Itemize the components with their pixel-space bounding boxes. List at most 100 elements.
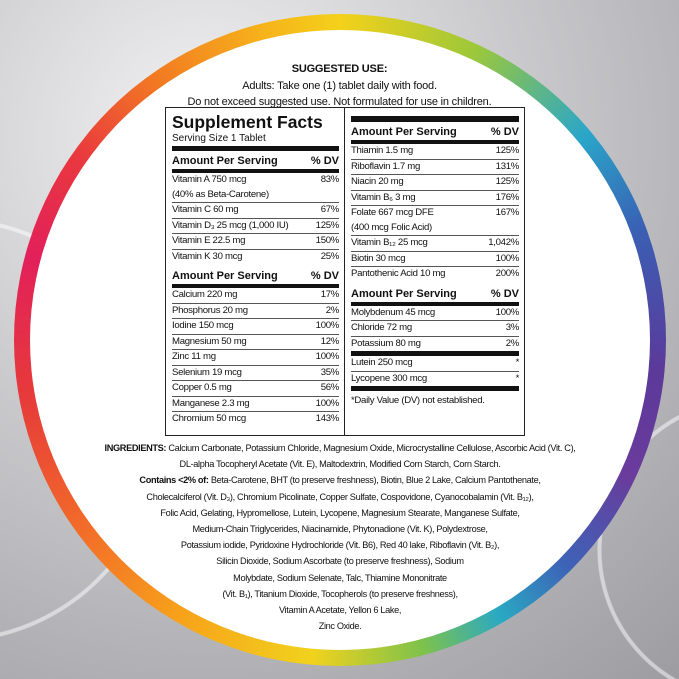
- facts-left-column: Supplement Facts Serving Size 1 Tablet A…: [166, 108, 345, 435]
- ingredients-line: Molybdate, Sodium Selenate, Talc, Thiami…: [233, 572, 447, 583]
- nutrient-name: Potassium 80 mg: [351, 337, 421, 349]
- nutrient-name: Molybdenum 45 mcg: [351, 306, 435, 318]
- dv-footnote: *Daily Value (DV) not established.: [351, 395, 485, 406]
- nutrient-name: Vitamin K 30 mcg: [172, 250, 243, 262]
- suggested-use-line: Adults: Take one (1) tablet daily with f…: [242, 80, 437, 92]
- amount-header: Amount Per Serving: [351, 126, 457, 138]
- nutrient-dv: 56%: [320, 382, 340, 393]
- nutrient-row: Molybdenum 45 mcg 100%: [351, 306, 520, 321]
- minerals-section: Calcium 220 mg 17% Phosphorus 20 mg 2% Iodin…: [172, 288, 339, 427]
- ingredients-line: Cholecalciferol (Vit. D₃), Chromium Pico…: [146, 491, 534, 502]
- nutrient-dv: 100%: [495, 252, 520, 264]
- ingredients-line: (Vit. B₁), Titanium Dioxide, Tocopherols…: [222, 588, 458, 599]
- nutrient-dv: 2%: [325, 304, 340, 316]
- nutrient-name: Iodine 150 mcg: [172, 320, 234, 331]
- nutrient-row: Vitamin E 22.5 mg 150%: [172, 234, 339, 250]
- nutrient-row: Thiamin 1.5 mg 125%: [351, 144, 519, 160]
- facts-title: Supplement Facts: [172, 112, 323, 132]
- amount-header: Amount Per Serving: [172, 155, 278, 167]
- nutrient-name: Lycopene 300 mcg: [351, 372, 427, 384]
- nutrient-row: Vitamin K 30 mcg 25%: [172, 250, 339, 265]
- nutrient-row: Magnesium 50 mg 12%: [172, 335, 340, 350]
- ingredients-line: DL-alpha Tocopheryl Acetate (Vit. E), Ma…: [179, 459, 501, 470]
- nutrient-name: Chromium 50 mcg: [172, 413, 246, 424]
- nutrient-name: Calcium 220 mg: [172, 289, 238, 300]
- nutrient-name: Lutein 250 mcg: [351, 357, 413, 368]
- nutrient-row: Phosphorus 20 mg 2%: [172, 304, 340, 319]
- nutrient-row: Niacin 20 mg 125%: [351, 175, 519, 191]
- nutrient-row: Lycopene 300 mcg *: [351, 372, 519, 387]
- nutrient-name: Vitamin D₃ 25 mcg (1,000 IU): [172, 219, 289, 231]
- contains-label: Contains <2% of:: [139, 475, 209, 486]
- nutrient-name: Chloride 72 mg: [351, 322, 412, 333]
- nutrient-dv: 1,042%: [488, 237, 519, 248]
- dv-header: % DV: [310, 155, 339, 167]
- nutrient-dv: 25%: [320, 250, 340, 262]
- nutrient-dv: 167%: [495, 207, 520, 218]
- nutrient-dv: 3%: [505, 322, 520, 333]
- nutrient-row: Manganese 2.3 mg 100%: [172, 397, 340, 412]
- nutrient-name: Vitamin A 750 mcg (40% as Beta-Carotene): [172, 174, 269, 200]
- nutrient-name: Riboflavin 1.7 mg: [351, 160, 421, 172]
- nutrient-name: Manganese 2.3 mg: [172, 397, 250, 409]
- vitamins-section: Vitamin A 750 mcg (40% as Beta-Carotene)…: [172, 173, 339, 264]
- ingredients-label: INGREDIENTS:: [104, 443, 167, 453]
- ingredients-line: Silicin Dioxide, Sodium Ascorbate (to pr…: [216, 556, 464, 567]
- nutrient-row: Folate 667 mcg DFE (400 mcg Folic Acid) 1…: [351, 206, 519, 236]
- nutrient-dv: 125%: [495, 176, 520, 187]
- ingredients-line: Vitamin A Acetate, Yellon 6 Lake,: [278, 605, 402, 616]
- nutrient-name: Magnesium 50 mg: [172, 335, 247, 347]
- suggested-use-line: Do not exceed suggested use. Not formula…: [187, 96, 492, 108]
- nutrient-dv: 2%: [505, 337, 520, 349]
- nutrient-row: Calcium 220 mg 17%: [172, 288, 339, 304]
- nutrient-dv: 131%: [495, 160, 520, 172]
- nutrient-row: Chromium 50 mcg 143%: [172, 412, 339, 427]
- nutrient-row: Potassium 80 mg 2%: [351, 337, 519, 352]
- nutrient-dv: 35%: [320, 366, 340, 378]
- nutrient-row: Vitamin A 750 mcg (40% as Beta-Carotene)…: [172, 173, 339, 203]
- nutrient-name: Niacin 20 mg: [351, 176, 404, 187]
- ingredients-line: INGREDIENTS: Calcium Carbonate, Potassiu…: [95, 440, 585, 456]
- nutrient-dv: 176%: [495, 191, 520, 203]
- nutrient-dv: 100%: [315, 351, 340, 362]
- nutrient-row: Biotin 30 mcg 100%: [351, 252, 520, 267]
- nutrient-dv: 67%: [320, 204, 340, 215]
- nutrient-dv: 100%: [495, 306, 520, 318]
- ingredients-line: Potassium iodide, Pyridoxine Hydrochlori…: [180, 540, 500, 551]
- serving-size: Serving Size 1 Tablet: [172, 133, 339, 151]
- divider: [351, 386, 519, 391]
- facts-right-column: Amount Per Serving % DV Thiamin 1.5 mg 125…: [345, 108, 524, 435]
- nutrient-name: Biotin 30 mcg: [351, 252, 406, 264]
- ingredients-line: Zinc Oxide.: [318, 621, 362, 632]
- nutrient-row: Iodine 150 mcg 100%: [172, 319, 339, 335]
- nutrient-dv: 125%: [495, 145, 520, 156]
- amount-header: Amount Per Serving: [172, 270, 278, 282]
- ingredients-line: Medium-Chain Triglycerides, Niacinamide,…: [192, 524, 488, 535]
- nutrient-dv: 100%: [315, 397, 340, 409]
- section-header: Amount Per Serving % DV: [172, 153, 339, 173]
- b-vitamins-section: Thiamin 1.5 mg 125% Riboflavin 1.7 mg 131% N…: [351, 144, 519, 282]
- nutrient-name: Thiamin 1.5 mg: [351, 145, 413, 156]
- nutrient-name: Vitamin C 60 mg: [172, 204, 239, 215]
- nutrient-dv: 12%: [320, 335, 340, 347]
- nutrient-name: Pantothenic Acid 10 mg: [351, 268, 446, 279]
- dv-header: % DV: [490, 287, 519, 300]
- ingredients-line: Contains <2% of: Beta-Carotene, BHT (to …: [95, 472, 585, 488]
- label-circle: [30, 30, 650, 650]
- nutrient-dv: 143%: [315, 413, 340, 424]
- nutrient-row: Vitamin D₃ 25 mcg (1,000 IU) 125%: [172, 219, 339, 234]
- nutrient-name: Copper 0.5 mg: [172, 382, 232, 393]
- nutrient-row: Chloride 72 mg 3%: [351, 321, 519, 337]
- nutrient-name: Folate 667 mcg DFE (400 mcg Folic Acid): [351, 207, 434, 233]
- ingredients-text: Beta-Carotene, BHT (to preserve freshnes…: [210, 475, 541, 486]
- divider: [351, 116, 519, 122]
- nutrient-row: Copper 0.5 mg 56%: [172, 381, 339, 397]
- dv-header: % DV: [310, 270, 339, 282]
- section-header: Amount Per Serving % DV: [351, 286, 519, 306]
- other-ingredients-section: Lutein 250 mcg * Lycopene 300 mcg *: [351, 356, 519, 386]
- nutrient-name: Zinc 11 mg: [172, 351, 216, 362]
- section-header: Amount Per Serving % DV: [351, 124, 519, 144]
- nutrient-dv: 17%: [320, 289, 340, 300]
- suggested-use-heading: SUGGESTED USE:: [291, 63, 388, 75]
- nutrient-row: Pantothenic Acid 10 mg 200%: [351, 267, 519, 282]
